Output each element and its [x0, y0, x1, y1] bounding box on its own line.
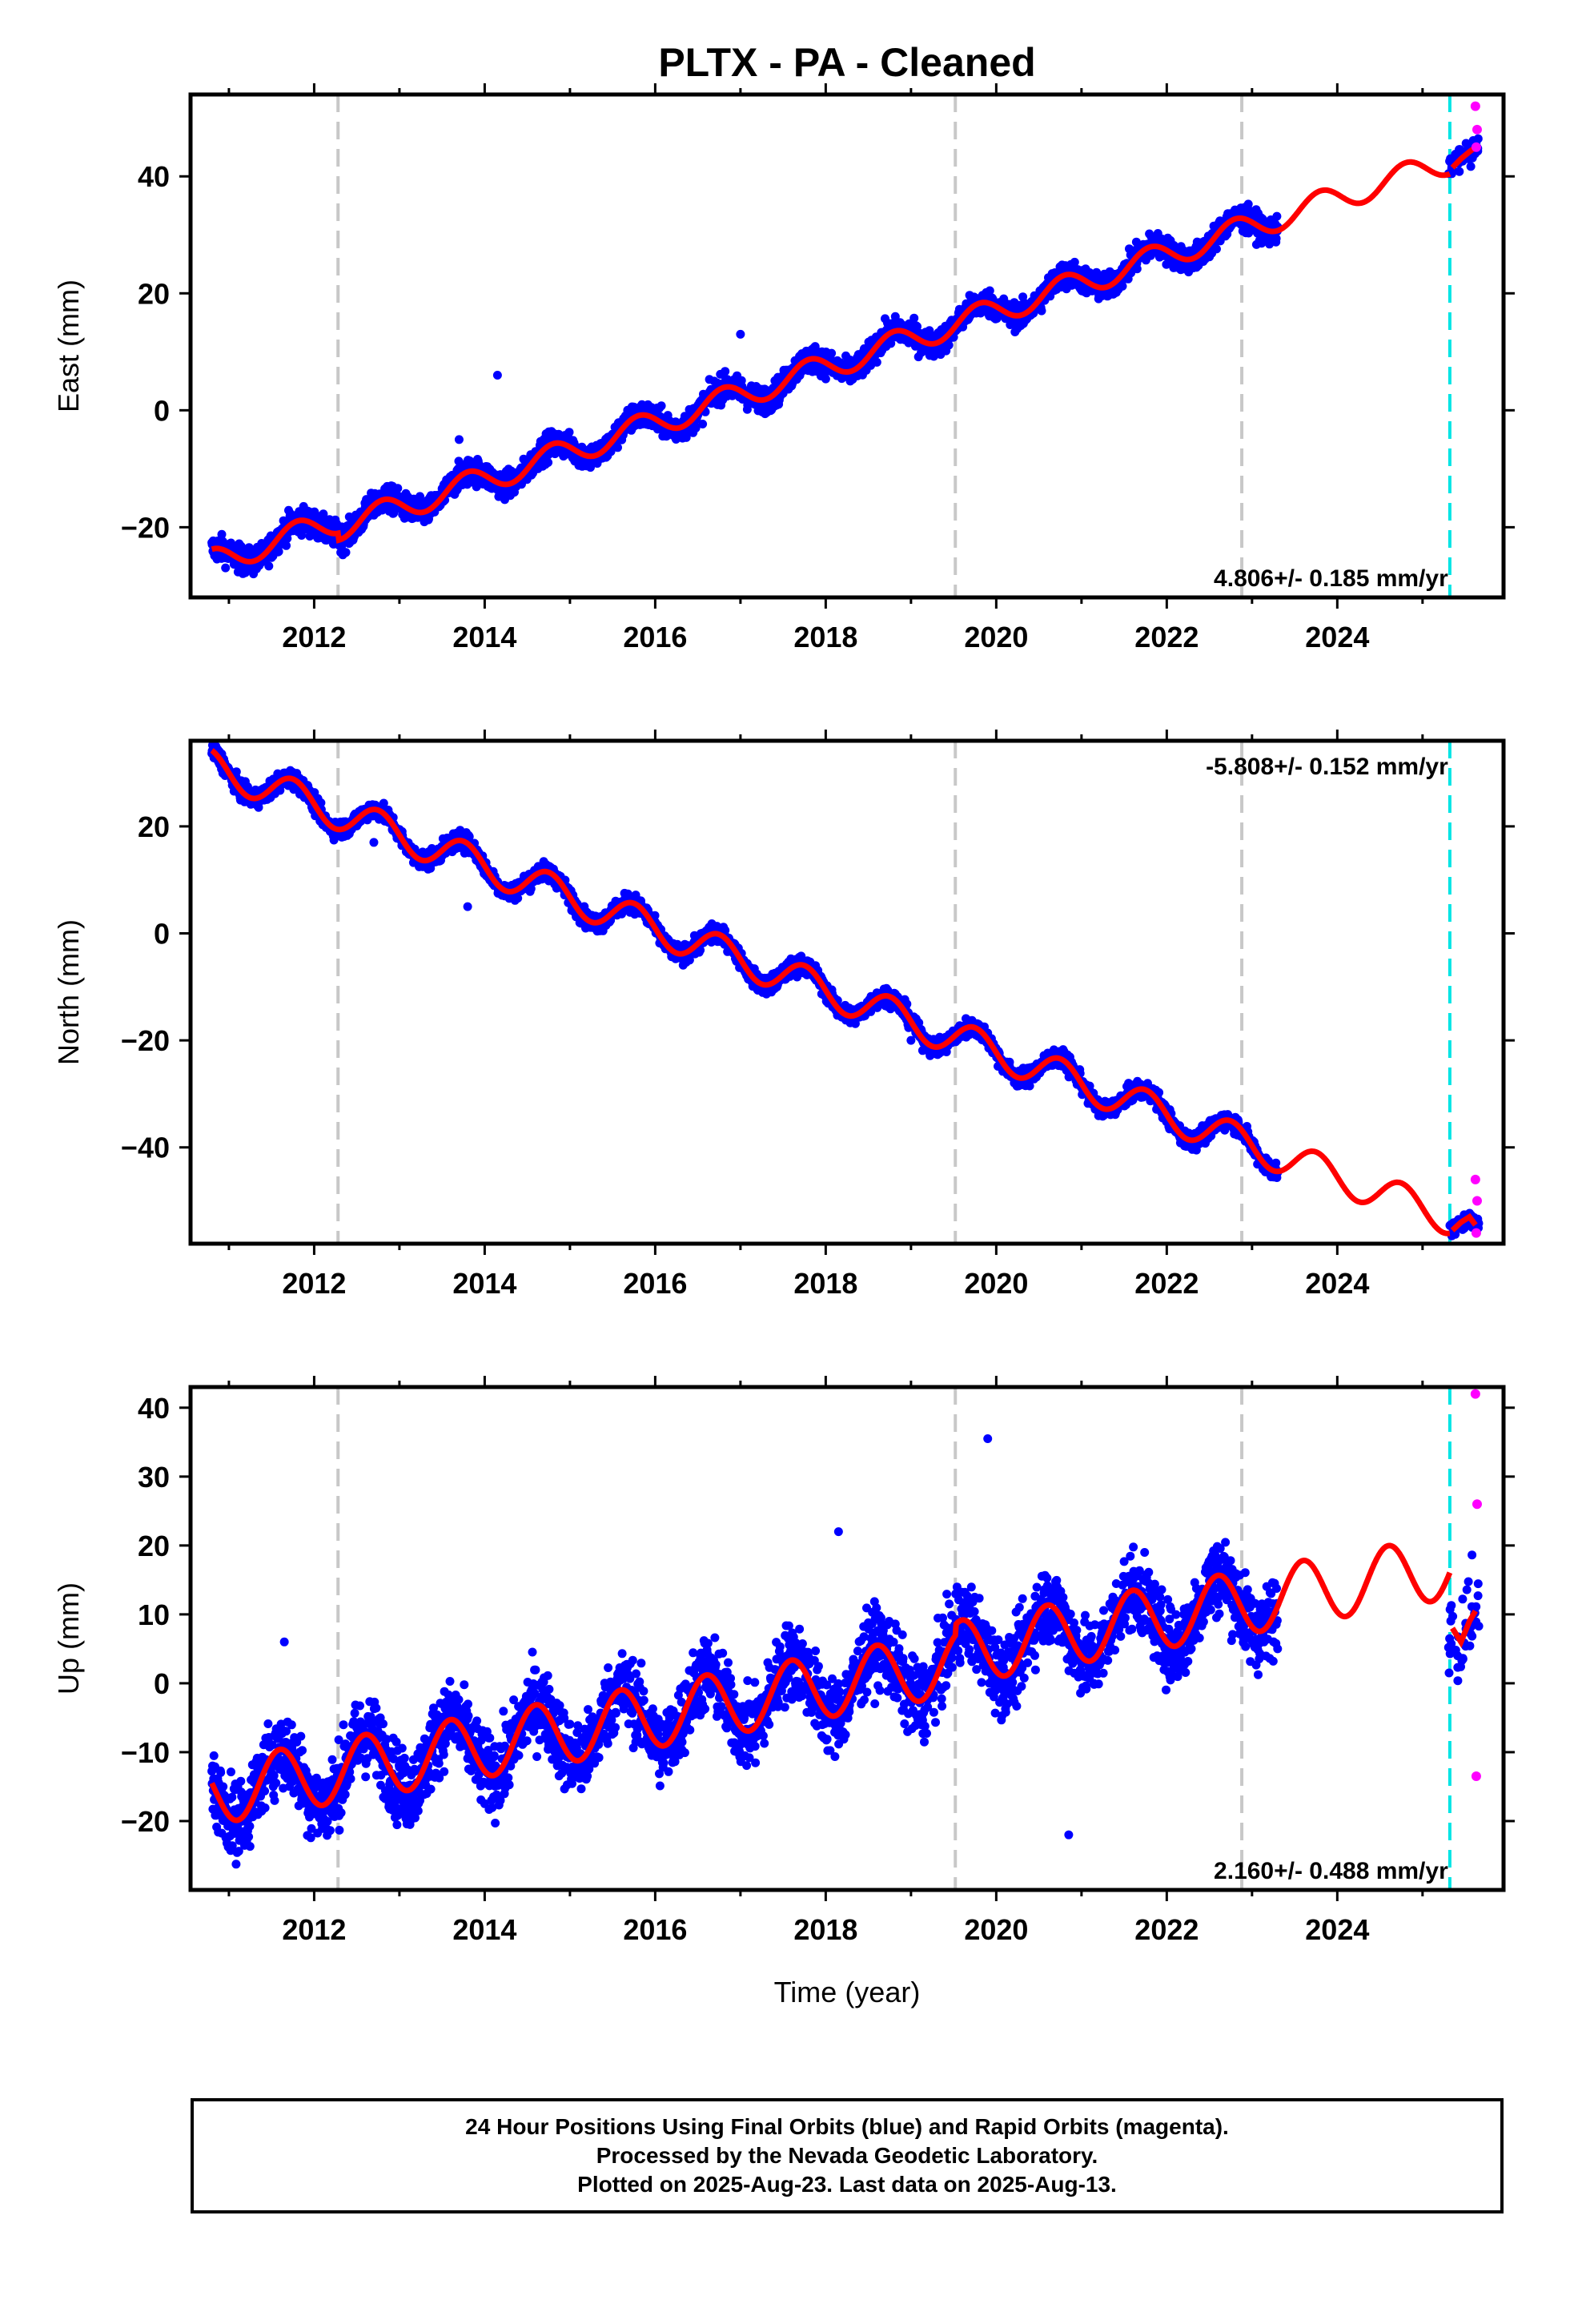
data-point — [872, 357, 881, 367]
data-point — [1466, 162, 1476, 171]
rapid-point — [1471, 142, 1481, 152]
data-point — [283, 533, 292, 543]
data-point — [1018, 292, 1028, 302]
data-point — [1037, 306, 1046, 316]
rapid-point — [1472, 124, 1482, 135]
data-point — [264, 561, 274, 571]
data-point — [341, 548, 351, 557]
data-point — [909, 313, 919, 323]
data-point — [691, 424, 701, 432]
data-point — [1070, 257, 1079, 267]
x-tick-label: 2018 — [793, 621, 857, 653]
data-point — [890, 312, 900, 321]
data-point — [217, 529, 227, 539]
chart-title: PLTX - PA - Cleaned — [658, 40, 1035, 85]
x-tick-label: 2022 — [1134, 621, 1199, 653]
data-point — [613, 443, 622, 452]
data-point — [721, 367, 730, 376]
rapid-point — [1470, 101, 1480, 111]
model-curve — [211, 159, 1452, 565]
y-axis-label: East (mm) — [52, 279, 85, 412]
panel-1: −20 0 20 40 2012 2014 2016 2018 2020 2022 2024 East… — [52, 83, 1515, 653]
data-point — [827, 348, 837, 358]
data-point — [319, 509, 328, 519]
data-point — [1212, 244, 1221, 254]
data-point — [1272, 211, 1282, 221]
data-point — [1446, 154, 1456, 163]
data-point — [282, 541, 291, 550]
data-point — [1132, 264, 1142, 274]
data-point — [656, 401, 666, 411]
data-point — [985, 286, 994, 296]
data-point — [221, 563, 231, 573]
data-point — [1257, 239, 1267, 248]
data-point — [1461, 139, 1471, 148]
y-tick-label: 40 — [138, 160, 170, 193]
outlier-point — [492, 371, 502, 380]
data-point — [698, 420, 708, 428]
rate-annotation: 4.806+/- 0.185 mm/yr — [1214, 565, 1448, 592]
x-tick-label: 2014 — [452, 621, 516, 653]
data-points — [207, 134, 1483, 579]
data-point — [564, 428, 574, 437]
data-point — [913, 322, 921, 332]
x-tick-label: 2016 — [623, 621, 687, 653]
x-tick-label: 2020 — [964, 621, 1028, 653]
data-point — [1118, 281, 1127, 291]
data-point — [821, 374, 830, 384]
data-point — [1271, 234, 1281, 243]
x-tick-label: 2024 — [1305, 621, 1369, 653]
data-point — [544, 458, 553, 467]
outlier-point — [454, 435, 464, 444]
outlier-point — [736, 329, 745, 339]
y-tick-label: −20 — [121, 511, 170, 544]
data-point — [1243, 199, 1253, 209]
x-tick-label: 2012 — [282, 621, 346, 653]
data-point — [274, 547, 283, 557]
panel-frame — [188, 92, 1506, 600]
data-point — [1455, 167, 1464, 176]
y-tick-label: 20 — [138, 277, 170, 310]
panels-group: −20 0 20 40 2012 2014 2016 2018 2020 2022 2024 East… — [52, 83, 1515, 1946]
data-point — [393, 484, 403, 493]
data-point — [944, 340, 954, 350]
y-tick-label: 0 — [154, 394, 170, 427]
